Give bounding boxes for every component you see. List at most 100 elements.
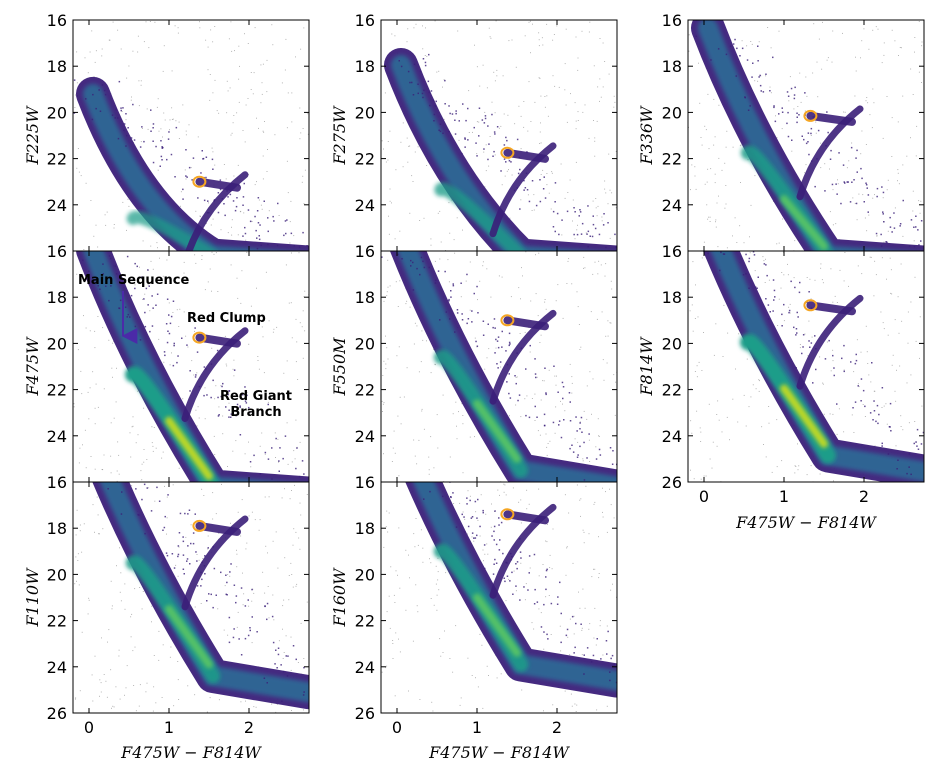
field-star-point — [506, 170, 508, 172]
field-star-point — [912, 190, 914, 192]
speckle-point — [885, 241, 887, 243]
x-axis-title: F475W − F814W — [120, 743, 262, 762]
speckle-point — [270, 257, 272, 259]
field-star-point — [495, 20, 497, 22]
speckle-point — [221, 385, 223, 388]
field-star-point — [236, 277, 238, 279]
field-star-point — [459, 502, 461, 504]
field-star-point — [204, 418, 206, 420]
field-star-point — [273, 328, 275, 330]
field-star-point — [576, 291, 578, 293]
field-star-point — [574, 703, 576, 705]
field-star-point — [538, 39, 540, 41]
speckle-point — [244, 605, 247, 607]
field-star-point — [195, 409, 197, 411]
speckle-point — [292, 645, 295, 647]
field-star-point — [600, 96, 602, 98]
field-star-point — [615, 381, 617, 383]
field-star-point — [169, 364, 171, 366]
speckle-point — [156, 486, 158, 489]
field-star-point — [594, 607, 596, 609]
field-star-point — [214, 398, 216, 400]
field-star-point — [540, 95, 542, 97]
field-star-point — [696, 365, 698, 367]
field-star-point — [502, 75, 504, 77]
speckle-point — [98, 423, 100, 425]
field-star-point — [217, 291, 219, 292]
field-star-point — [538, 252, 540, 254]
field-star-point — [248, 515, 250, 517]
speckle-point — [887, 453, 890, 455]
field-star-point — [262, 155, 264, 157]
field-star-point — [862, 194, 864, 196]
field-star-point — [163, 112, 165, 114]
field-star-point — [132, 650, 134, 652]
field-star-point — [474, 337, 476, 339]
field-star-point — [458, 411, 459, 413]
field-star-point — [80, 370, 82, 372]
speckle-point — [586, 233, 588, 235]
field-star-point — [571, 376, 573, 378]
field-star-point — [572, 562, 574, 564]
speckle-point — [215, 594, 217, 596]
speckle-point — [612, 664, 614, 667]
field-star-point — [564, 63, 566, 65]
speckle-point — [105, 285, 107, 287]
speckle-point — [855, 157, 857, 159]
speckle-point — [895, 255, 897, 257]
field-star-point — [141, 463, 143, 465]
speckle-point — [130, 294, 133, 297]
field-star-point — [179, 308, 181, 310]
speckle-point — [906, 472, 908, 475]
field-star-point — [714, 136, 716, 138]
speckle-point — [102, 273, 104, 275]
field-star-point — [111, 605, 113, 607]
speckle-point — [773, 105, 775, 107]
field-star-point — [886, 423, 888, 425]
field-star-point — [521, 267, 522, 269]
speckle-point — [242, 235, 244, 237]
field-star-point — [912, 94, 914, 95]
field-star-point — [149, 310, 151, 312]
speckle-point — [580, 233, 583, 235]
field-star-point — [237, 297, 239, 299]
speckle-point — [902, 485, 904, 487]
speckle-point — [120, 513, 123, 515]
field-star-point — [104, 214, 106, 216]
speckle-point — [228, 409, 230, 411]
speckle-point — [179, 512, 182, 515]
speckle-point — [855, 202, 858, 205]
field-star-point — [583, 267, 584, 269]
field-star-point — [291, 252, 292, 254]
field-star-point — [79, 214, 81, 216]
field-star-point — [116, 367, 117, 369]
x-tick-label: 0 — [699, 487, 709, 506]
speckle-point — [913, 245, 916, 248]
speckle-point — [152, 123, 155, 125]
speckle-point — [856, 149, 858, 152]
speckle-point — [889, 216, 891, 219]
field-star-point — [387, 259, 389, 261]
field-star-point — [594, 261, 596, 263]
speckle-point — [719, 269, 721, 272]
field-star-point — [172, 118, 174, 120]
speckle-point — [283, 234, 285, 237]
field-star-point — [302, 357, 304, 359]
speckle-point — [146, 487, 148, 489]
speckle-point — [82, 259, 84, 262]
x-tick-label: 0 — [84, 718, 94, 737]
field-star-point — [477, 686, 479, 688]
speckle-point — [833, 374, 835, 377]
speckle-point — [572, 451, 575, 453]
speckle-point — [254, 215, 256, 218]
speckle-point — [511, 571, 513, 574]
speckle-point — [407, 70, 410, 73]
field-star-point — [172, 484, 174, 486]
field-star-point — [839, 269, 841, 271]
speckle-point — [836, 193, 838, 195]
speckle-point — [824, 190, 826, 192]
speckle-point — [881, 387, 884, 389]
speckle-point — [578, 215, 580, 217]
y-tick-label: 20 — [47, 103, 67, 122]
field-star-point — [400, 141, 402, 143]
